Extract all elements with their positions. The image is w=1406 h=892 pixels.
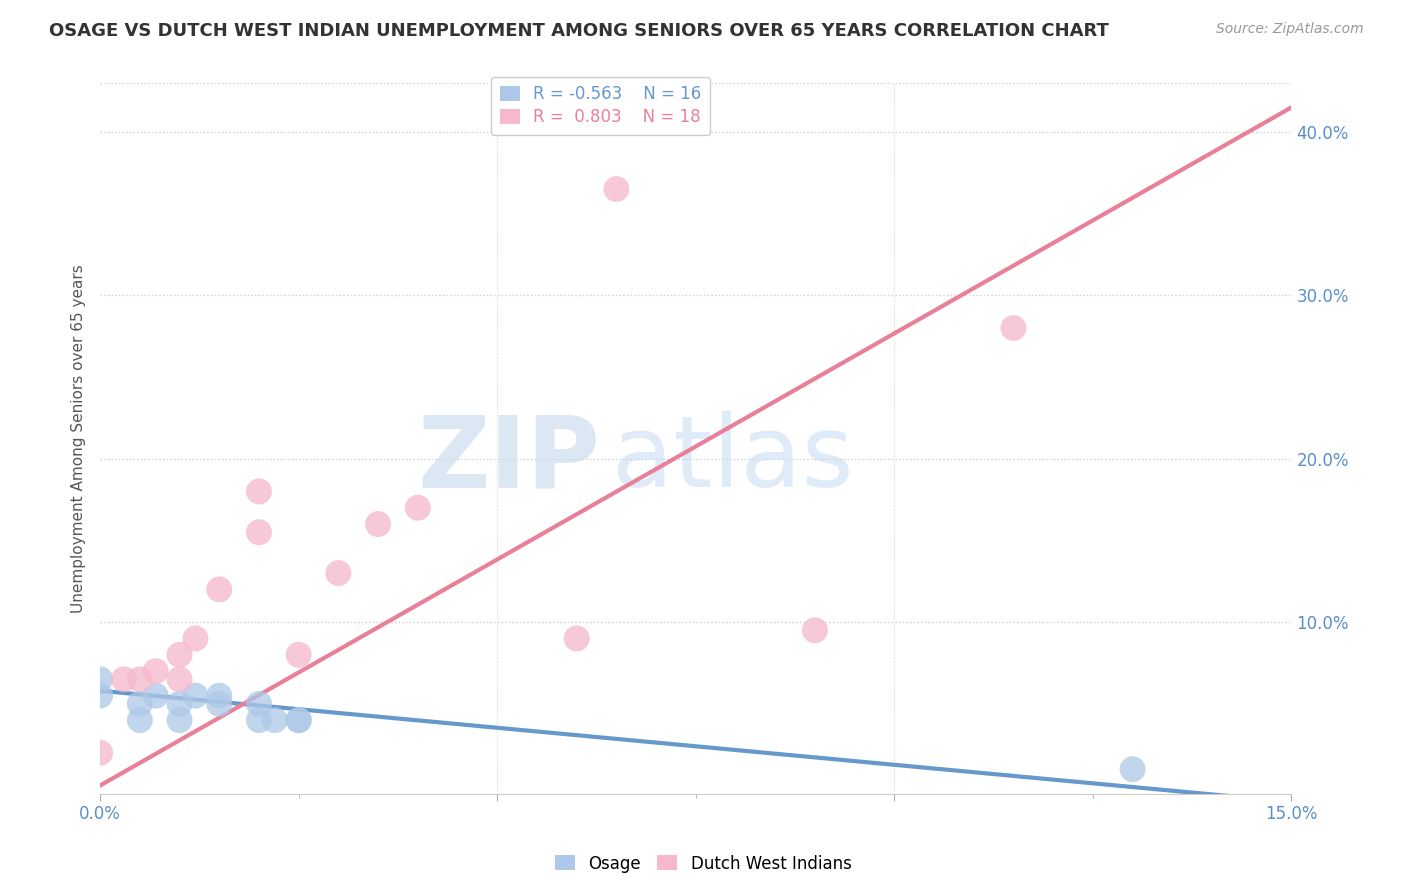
Point: [328, 566, 350, 580]
Text: Source: ZipAtlas.com: Source: ZipAtlas.com: [1216, 22, 1364, 37]
Point: [89, 746, 111, 760]
Text: OSAGE VS DUTCH WEST INDIAN UNEMPLOYMENT AMONG SENIORS OVER 65 YEARS CORRELATION : OSAGE VS DUTCH WEST INDIAN UNEMPLOYMENT …: [49, 22, 1109, 40]
Point: [605, 182, 627, 196]
Point: [565, 632, 588, 646]
Point: [406, 500, 429, 515]
Point: [128, 713, 150, 727]
Text: atlas: atlas: [613, 411, 853, 508]
Point: [804, 624, 827, 638]
Point: [145, 664, 167, 678]
Point: [367, 516, 389, 531]
Point: [208, 582, 231, 597]
Point: [184, 632, 207, 646]
Point: [1002, 321, 1025, 335]
Legend: Osage, Dutch West Indians: Osage, Dutch West Indians: [548, 848, 858, 880]
Point: [263, 713, 285, 727]
Text: ZIP: ZIP: [418, 411, 600, 508]
Point: [112, 673, 135, 687]
Point: [287, 648, 309, 662]
Point: [247, 697, 270, 711]
Point: [169, 713, 191, 727]
Point: [208, 697, 231, 711]
Y-axis label: Unemployment Among Seniors over 65 years: Unemployment Among Seniors over 65 years: [72, 264, 86, 613]
Point: [208, 689, 231, 703]
Point: [247, 525, 270, 540]
Point: [128, 697, 150, 711]
Legend: R = -0.563    N = 16, R =  0.803    N = 18: R = -0.563 N = 16, R = 0.803 N = 18: [491, 77, 710, 135]
Point: [169, 673, 191, 687]
Point: [1122, 762, 1144, 776]
Point: [287, 713, 309, 727]
Point: [128, 673, 150, 687]
Point: [89, 673, 111, 687]
Point: [247, 484, 270, 499]
Point: [89, 689, 111, 703]
Point: [287, 713, 309, 727]
Point: [145, 689, 167, 703]
Point: [169, 697, 191, 711]
Point: [169, 648, 191, 662]
Point: [184, 689, 207, 703]
Point: [247, 713, 270, 727]
